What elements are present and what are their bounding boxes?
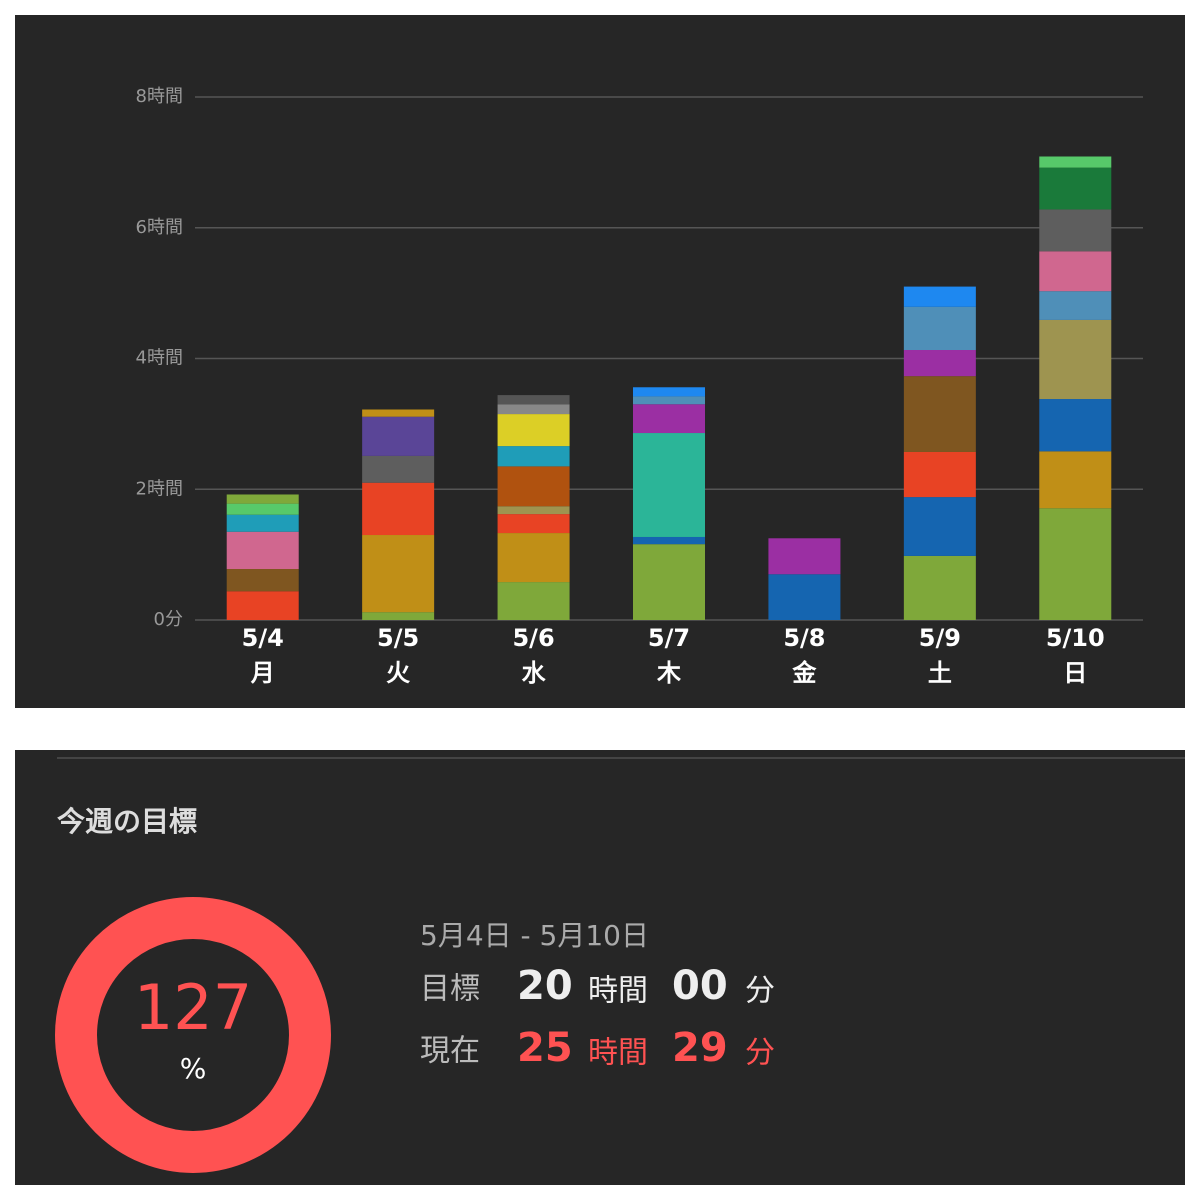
x-tick-label: 5/4 (242, 624, 284, 652)
goal-title: 今週の目標 (57, 805, 197, 838)
bar-segment (1039, 508, 1112, 620)
goal-range: 5月4日 - 5月10日 (420, 919, 649, 952)
x-tick-label: 5/8 (783, 624, 825, 652)
bar-segment (633, 404, 705, 434)
x-tick-weekday: 月 (250, 659, 275, 687)
bar-segment (903, 306, 976, 351)
bar-segment (226, 503, 299, 515)
current-minutes-unit: 分 (745, 1036, 775, 1071)
bar-segment (903, 451, 976, 498)
bar-segment (1039, 156, 1112, 168)
bar-segment (362, 535, 435, 613)
bar-segment (1039, 451, 1112, 509)
bar-segment (497, 404, 570, 415)
bar-segment (497, 395, 570, 405)
bar-segment (1039, 251, 1112, 292)
y-tick-label: 4時間 (136, 348, 183, 369)
x-tick-label: 5/9 (919, 624, 961, 652)
y-tick-label: 0分 (154, 609, 183, 630)
bar-segment (903, 376, 976, 452)
bar-segment (768, 574, 841, 620)
bar-segment (226, 494, 299, 504)
x-tick-label: 5/6 (512, 624, 554, 652)
current-hours-unit: 時間 (588, 1036, 648, 1071)
bar-segment (497, 582, 570, 620)
bar-segment (362, 612, 435, 620)
target-hours: 20 (517, 963, 573, 1009)
bar-segment (226, 569, 299, 592)
x-tick-weekday: 日 (1063, 659, 1087, 687)
bar-segment (633, 387, 705, 397)
bar-segment (362, 416, 435, 456)
target-minutes: 00 (672, 963, 728, 1009)
y-tick-label: 2時間 (136, 478, 183, 499)
goal-percent-unit: % (180, 1052, 207, 1085)
current-label: 現在 (420, 1034, 480, 1069)
goal-ring (55, 897, 331, 1173)
x-tick-label: 5/10 (1046, 624, 1105, 652)
x-tick-weekday: 水 (522, 659, 547, 687)
y-tick-label: 6時間 (136, 217, 183, 238)
x-tick-weekday: 火 (386, 659, 410, 687)
bar-segment (903, 350, 976, 377)
bar-segment (497, 466, 570, 507)
target-label: 目標 (420, 972, 480, 1007)
bar-segment (903, 555, 976, 620)
bar-segment (226, 531, 299, 570)
current-minutes: 29 (672, 1025, 728, 1071)
bar-segment (497, 514, 570, 534)
goal-panel (15, 750, 1185, 1185)
x-tick-label: 5/5 (377, 624, 419, 652)
bar-segment (497, 414, 570, 447)
chart-panel (15, 15, 1185, 708)
bar-segment (903, 286, 976, 307)
bar-segment (226, 514, 299, 532)
current-hours: 25 (517, 1025, 573, 1071)
bar-segment (362, 482, 435, 536)
bar-segment (1039, 209, 1112, 252)
x-tick-weekday: 金 (791, 659, 817, 687)
x-tick-label: 5/7 (648, 624, 690, 652)
bar-segment (362, 409, 435, 417)
x-tick-weekday: 土 (928, 659, 952, 687)
bar-segment (633, 396, 705, 405)
bar-segment (633, 536, 705, 545)
target-minutes-unit: 分 (745, 974, 775, 1009)
bar-segment (903, 497, 976, 556)
goal-percent: 127 (134, 971, 252, 1044)
bar-segment (1039, 167, 1112, 210)
x-tick-weekday: 木 (656, 659, 682, 687)
bar-segment (362, 455, 435, 483)
bar-segment (1039, 291, 1112, 320)
bar-segment (1039, 319, 1112, 400)
target-hours-unit: 時間 (588, 974, 648, 1009)
bar-segment (497, 446, 570, 467)
chart: 0分 2時間 4時間 6時間 8時間 5/4 月 5/5 火 5/6 水 5/7 木 5/8 金 5/9 土 5/… (136, 86, 1143, 687)
bar-segment (226, 591, 299, 620)
bar-segment (1039, 399, 1112, 452)
y-tick-label: 8時間 (136, 86, 183, 107)
bar-segment (768, 538, 841, 575)
bar-segment (497, 506, 570, 515)
bar-segment (633, 544, 705, 620)
bar-segment (633, 433, 705, 537)
bar-segment (497, 533, 570, 583)
